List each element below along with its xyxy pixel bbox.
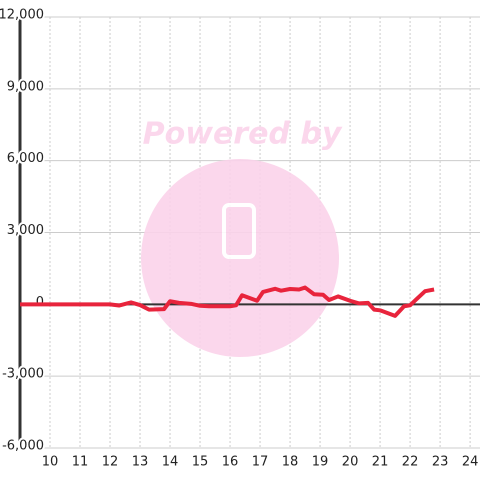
y-tick-label: 9,000: [7, 79, 44, 94]
y-tick-label: -3,000: [2, 367, 44, 382]
x-tick-label: 16: [222, 455, 239, 470]
x-tick-label: 21: [372, 455, 389, 470]
x-tick-label: 24: [462, 455, 479, 470]
watermark-text: Powered by: [143, 117, 343, 152]
x-tick-label: 15: [192, 455, 209, 470]
x-tick-label: 19: [312, 455, 329, 470]
data-line: [20, 285, 435, 318]
x-tick-label: 22: [402, 455, 419, 470]
x-tick-label: 12: [102, 455, 119, 470]
y-tick-label: 12,000: [0, 8, 44, 23]
x-tick-label: 23: [432, 455, 449, 470]
x-tick-label: 13: [132, 455, 149, 470]
y-tick-label: 6,000: [7, 151, 44, 166]
watermark-icon: [222, 203, 256, 259]
x-tick-label: 10: [42, 455, 59, 470]
y-tick-label: 3,000: [7, 223, 44, 238]
y-tick-label: -6,000: [2, 439, 44, 454]
watermark: Powered by: [141, 117, 343, 357]
x-tick-label: 11: [72, 455, 89, 470]
x-tick-label: 14: [162, 455, 179, 470]
x-tick-label: 17: [252, 455, 269, 470]
x-tick-label: 20: [342, 455, 359, 470]
x-tick-label: 18: [282, 455, 299, 470]
